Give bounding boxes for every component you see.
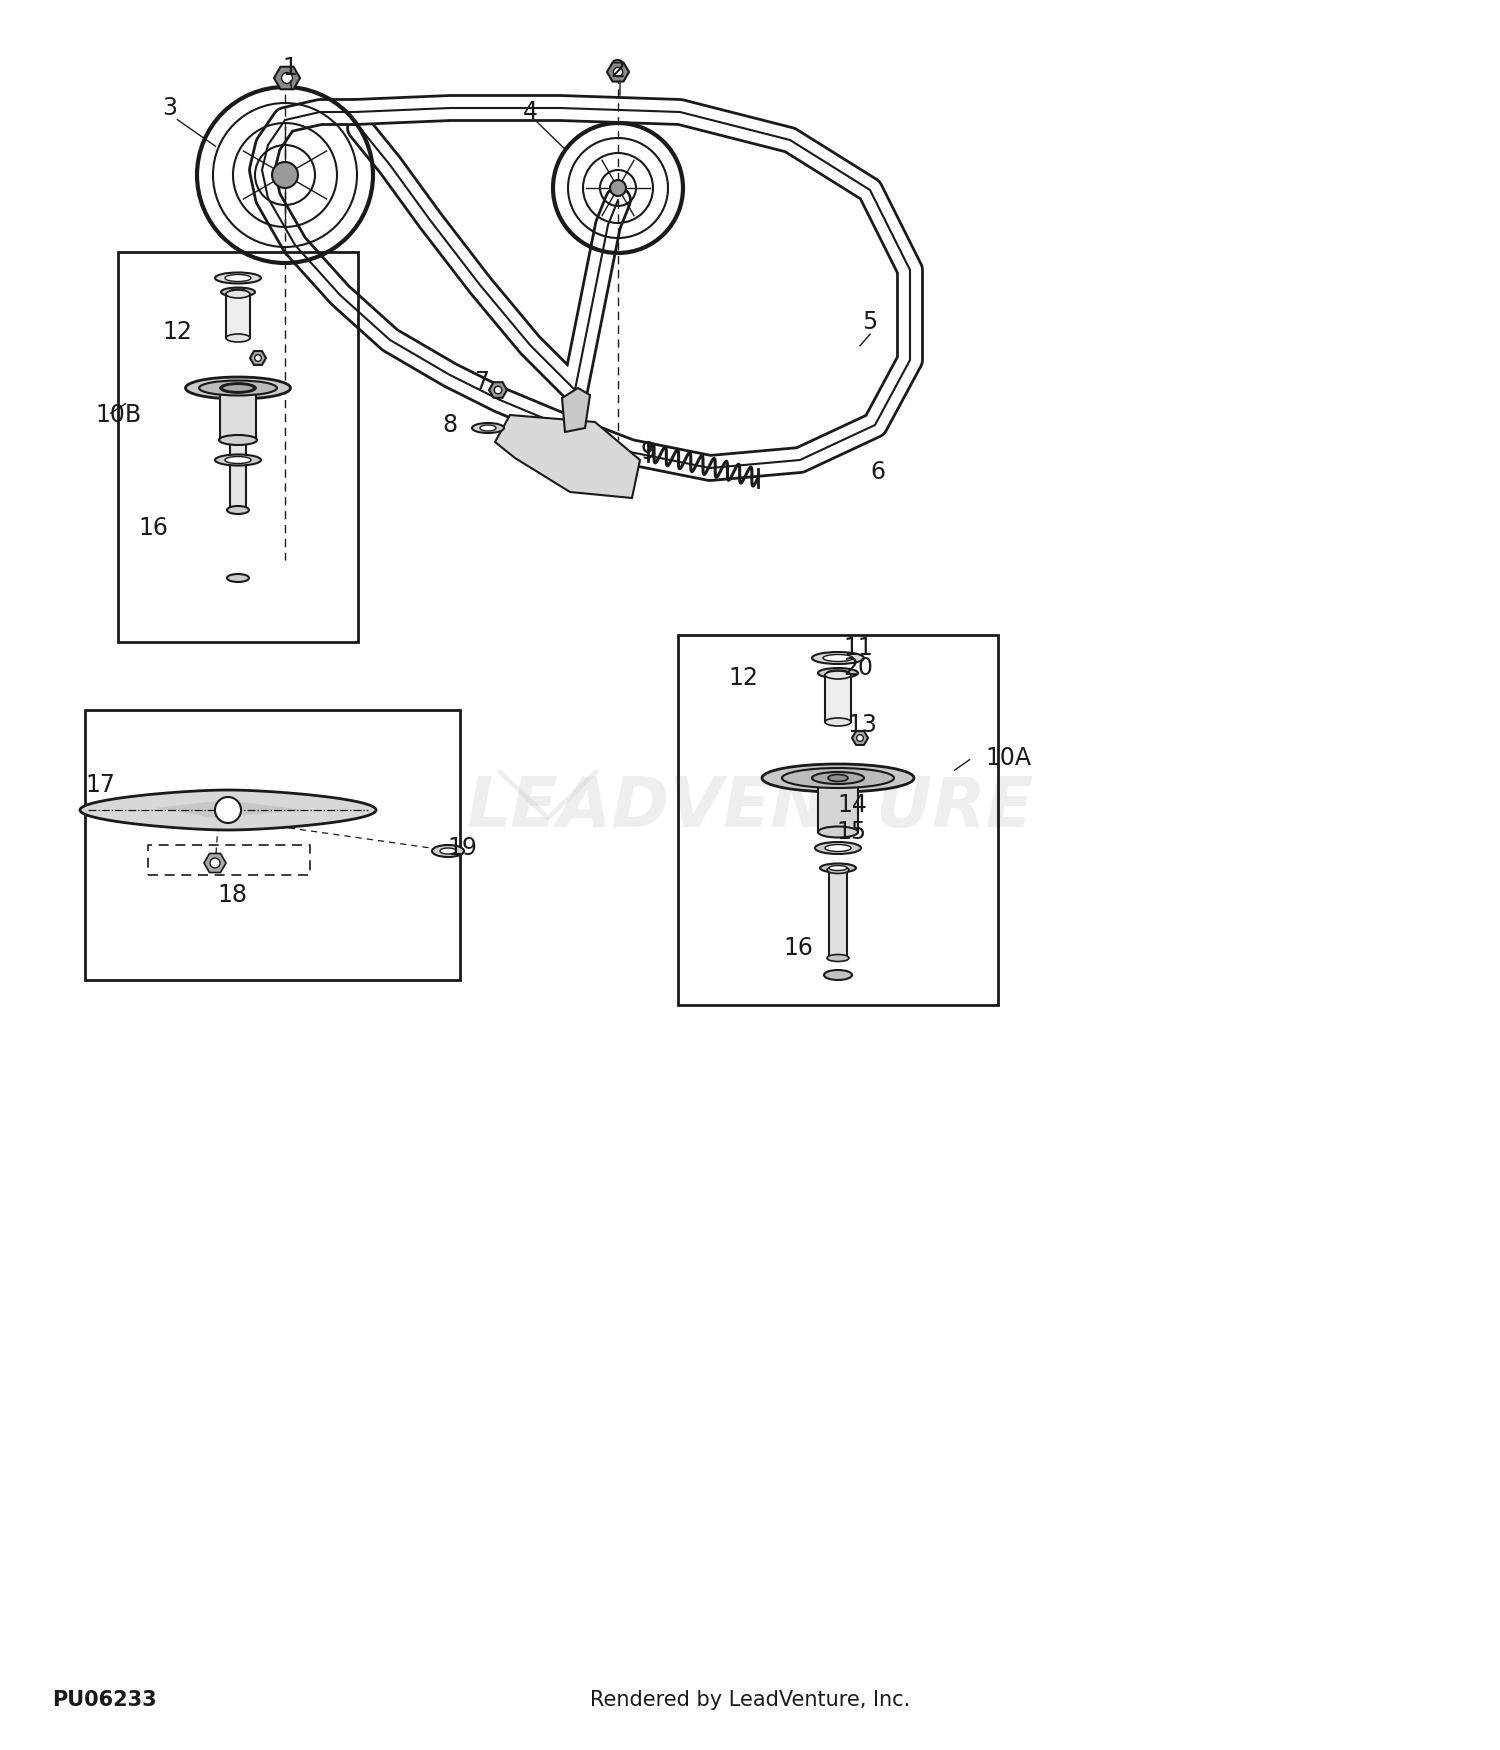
Text: LEADVENTURE: LEADVENTURE	[466, 775, 1034, 842]
Text: 20: 20	[843, 656, 873, 681]
Circle shape	[856, 735, 864, 742]
Text: 10B: 10B	[94, 402, 141, 427]
Ellipse shape	[828, 775, 848, 782]
Text: 6: 6	[870, 460, 885, 485]
Ellipse shape	[440, 849, 456, 854]
Polygon shape	[80, 789, 376, 829]
Ellipse shape	[472, 424, 504, 432]
Circle shape	[614, 68, 622, 77]
Ellipse shape	[226, 334, 251, 341]
Polygon shape	[204, 854, 226, 873]
Polygon shape	[608, 63, 628, 82]
Ellipse shape	[226, 574, 249, 583]
Ellipse shape	[824, 654, 854, 662]
Text: 13: 13	[847, 712, 877, 737]
Ellipse shape	[220, 287, 255, 296]
Ellipse shape	[812, 772, 864, 784]
Polygon shape	[489, 382, 507, 397]
Ellipse shape	[226, 506, 249, 514]
Ellipse shape	[230, 289, 248, 296]
Ellipse shape	[226, 290, 251, 298]
Bar	[230, 443, 246, 509]
Text: 4: 4	[522, 100, 537, 124]
Text: 14: 14	[837, 793, 867, 817]
Ellipse shape	[812, 653, 864, 663]
Text: PU06233: PU06233	[53, 1690, 156, 1710]
Ellipse shape	[825, 718, 850, 726]
Bar	[825, 676, 850, 723]
Circle shape	[214, 796, 242, 822]
Polygon shape	[251, 352, 266, 366]
Text: 12: 12	[728, 667, 758, 690]
Circle shape	[610, 180, 626, 196]
Polygon shape	[274, 66, 300, 89]
Bar	[118, 252, 358, 642]
Ellipse shape	[827, 954, 849, 961]
Ellipse shape	[186, 376, 291, 399]
Circle shape	[282, 72, 292, 84]
Ellipse shape	[830, 866, 848, 870]
Text: 16: 16	[783, 936, 813, 961]
Circle shape	[210, 858, 220, 868]
Text: 7: 7	[474, 369, 489, 394]
Ellipse shape	[225, 275, 251, 282]
Polygon shape	[154, 800, 304, 817]
Bar	[226, 294, 251, 338]
Ellipse shape	[815, 842, 861, 854]
Ellipse shape	[818, 772, 858, 784]
Ellipse shape	[825, 670, 850, 679]
Text: 11: 11	[843, 635, 873, 660]
Ellipse shape	[222, 383, 254, 392]
Text: 8: 8	[442, 413, 458, 438]
Text: 18: 18	[217, 884, 248, 906]
Ellipse shape	[214, 273, 261, 284]
Text: 5: 5	[862, 310, 877, 334]
Bar	[678, 635, 998, 1004]
Circle shape	[255, 355, 261, 360]
Ellipse shape	[818, 826, 858, 838]
Ellipse shape	[480, 425, 496, 430]
Text: 10A: 10A	[986, 746, 1030, 770]
Ellipse shape	[825, 845, 850, 852]
Text: 12: 12	[162, 320, 192, 345]
Text: 2: 2	[610, 58, 626, 82]
Ellipse shape	[818, 668, 858, 677]
Text: 17: 17	[86, 774, 116, 796]
Polygon shape	[562, 388, 590, 432]
Ellipse shape	[821, 863, 856, 873]
Circle shape	[272, 163, 298, 187]
Text: 3: 3	[162, 96, 177, 121]
Ellipse shape	[225, 457, 251, 464]
Ellipse shape	[200, 380, 278, 396]
Text: 1: 1	[282, 56, 297, 80]
Ellipse shape	[219, 436, 257, 444]
Ellipse shape	[782, 768, 894, 788]
Ellipse shape	[220, 383, 256, 394]
Text: 19: 19	[447, 836, 477, 859]
Bar	[830, 870, 848, 957]
Text: 16: 16	[138, 516, 168, 541]
Text: 9: 9	[640, 439, 656, 464]
Bar	[220, 388, 256, 439]
Ellipse shape	[762, 765, 914, 793]
Ellipse shape	[827, 670, 849, 676]
Polygon shape	[495, 415, 640, 499]
Ellipse shape	[827, 866, 849, 873]
Polygon shape	[852, 732, 868, 746]
Text: Rendered by LeadVenture, Inc.: Rendered by LeadVenture, Inc.	[590, 1690, 910, 1710]
Bar	[818, 779, 858, 831]
Ellipse shape	[432, 845, 464, 858]
Ellipse shape	[824, 970, 852, 980]
Ellipse shape	[214, 455, 261, 466]
Circle shape	[494, 387, 502, 394]
Text: 15: 15	[837, 821, 867, 844]
Bar	[86, 710, 460, 980]
